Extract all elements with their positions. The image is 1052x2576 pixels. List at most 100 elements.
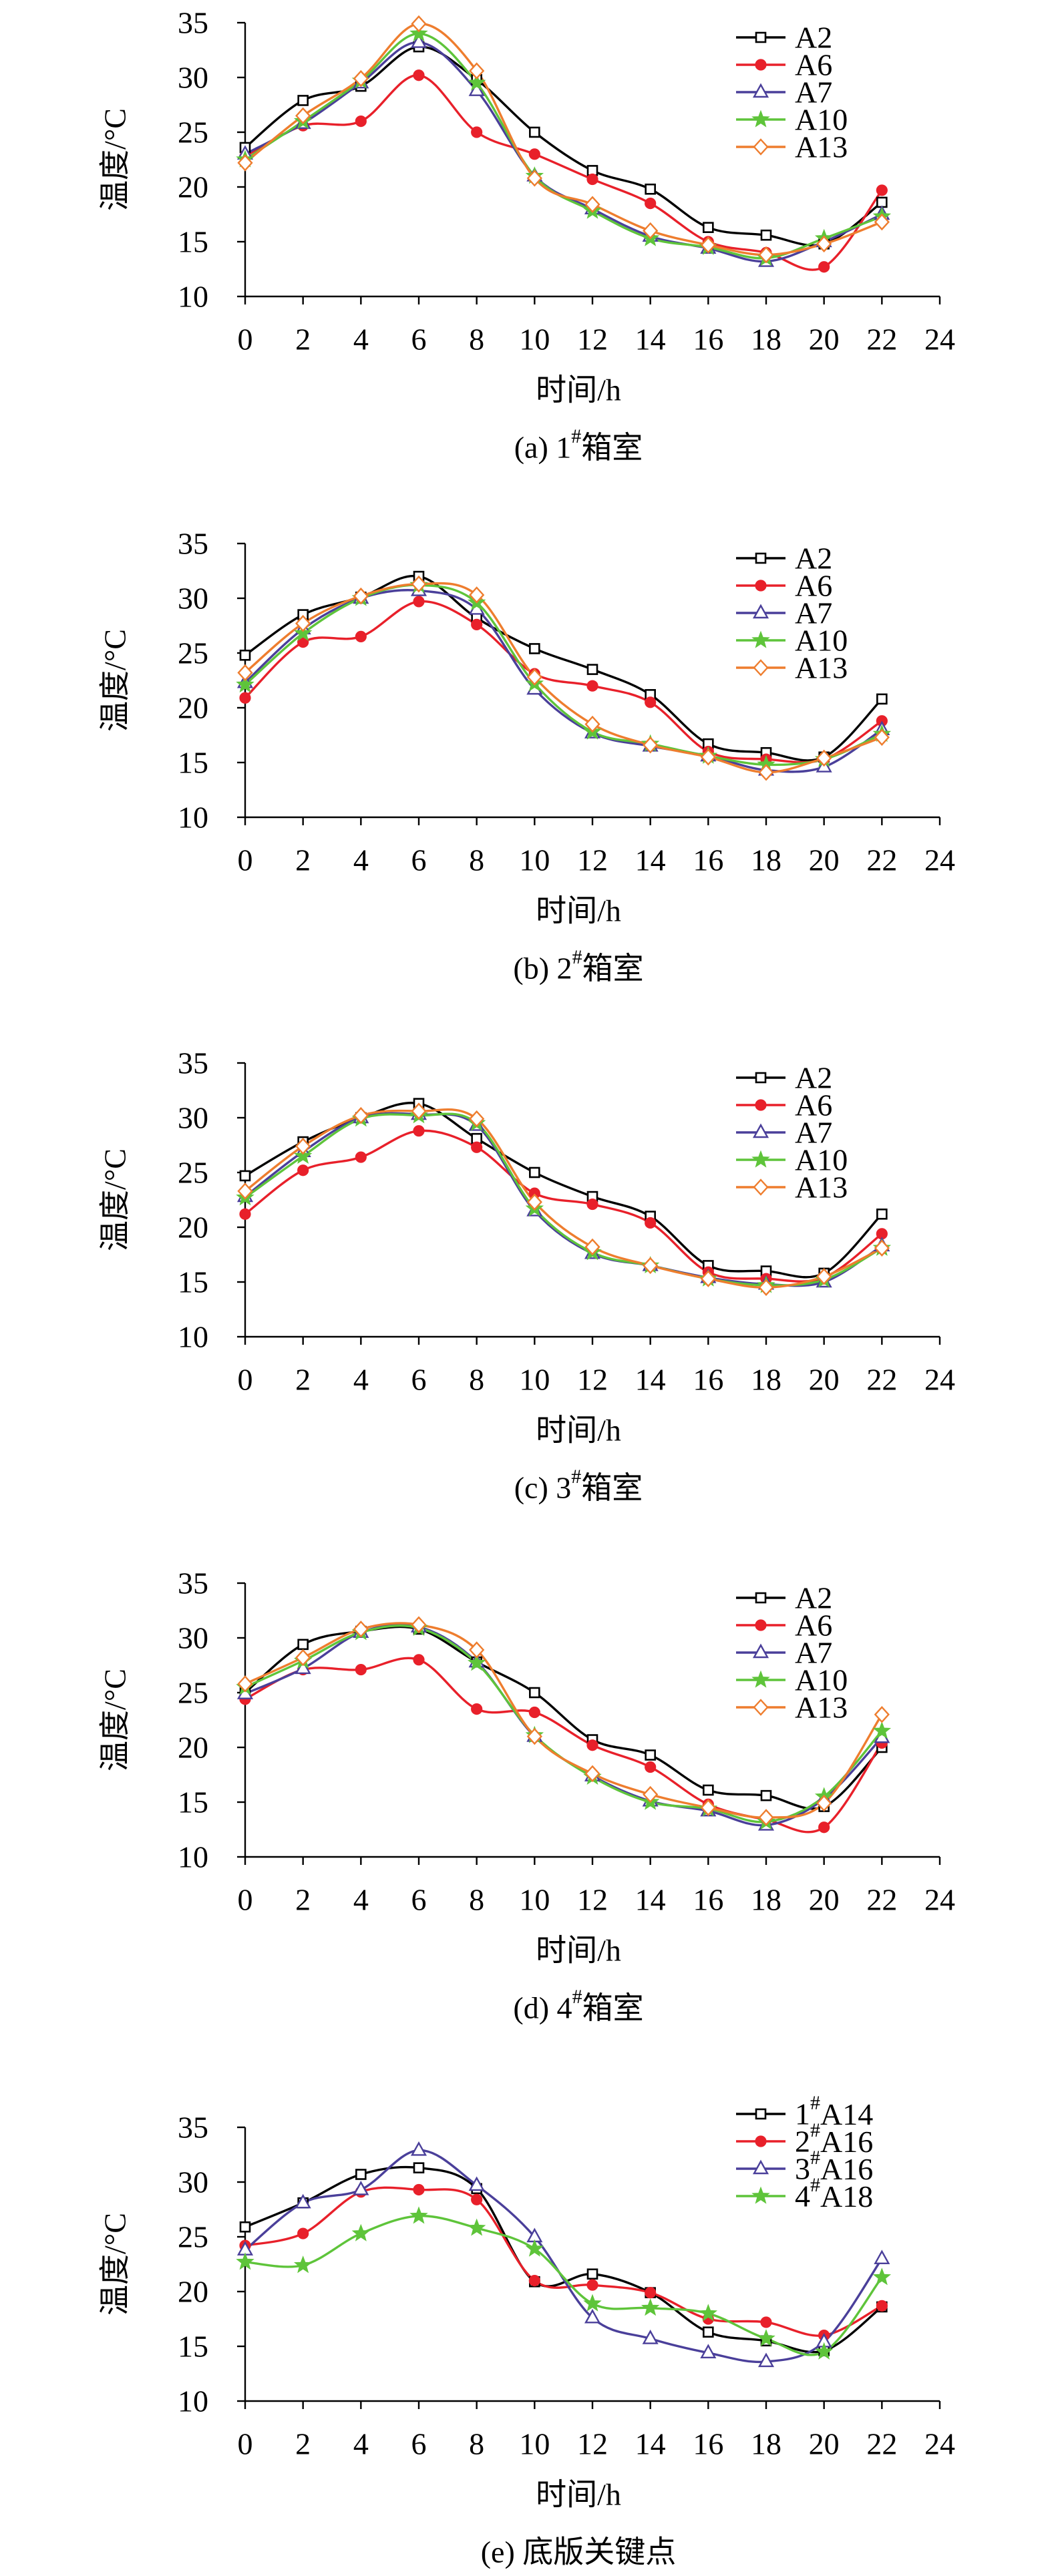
chart-d-x-tick-label-2: 2 [295,1883,311,1917]
chart-a-a13-point-14h [643,222,659,240]
chart-e-legend-marker-3a16 [752,2159,769,2175]
chart-b-x-tick-label-0: 0 [238,843,253,877]
chart-a-a13-point-20h [816,235,832,253]
chart-a-a13-point-12h [584,196,600,214]
chart-a-a13-point-2h [295,107,311,125]
chart-a-x-tick-label-2: 2 [295,323,311,357]
chart-b-legend-item-a7: A7 [736,596,832,630]
chart-d-legend-label-a2: A2 [795,1581,832,1615]
chart-c-y-tick-label-35: 35 [178,1046,208,1080]
chart-e-3a16-point-14h [642,2330,659,2344]
chart-d-a6-point-14h [645,1761,657,1773]
chart-c-x-tick-label-8: 8 [469,1363,484,1397]
chart-b-x-tick-label-6: 6 [411,843,427,877]
chart-d-legend-marker-a13 [753,1699,769,1716]
chart-e-4a18-point-8h [467,2218,486,2236]
chart-d-a13-point-14h [643,1785,659,1803]
chart-d-x-tick-label-6: 6 [411,1883,427,1917]
chart-c-a6-point-14h [645,1217,657,1229]
chart-d-x-tick-label-18: 18 [751,1883,781,1917]
chart-d-legend-item-a6: A6 [736,1608,832,1643]
chart-d-a10-point-22h [872,1721,892,1739]
chart-b-a6-point-6h [413,596,425,608]
chart-b-a2-point-10h [529,643,540,654]
chart-e-y-tick-label-35: 35 [178,2111,208,2145]
chart-c-legend-item-a6: A6 [736,1088,832,1122]
chart-d-y-tick-label-35: 35 [178,1566,208,1600]
chart-d-legend-item-a10: A10 [736,1663,848,1697]
chart-d-a7-point-2h [295,1659,311,1675]
chart-a-a13-point-10h [526,170,542,187]
chart-c-x-tick-label-20: 20 [809,1363,840,1397]
chart-b-x-tick-label-20: 20 [809,843,840,877]
chart-e-3a16-point-8h [468,2176,485,2191]
chart-e-legend-marker-1a14 [755,2108,767,2120]
chart-e-series-3a16-points [236,2141,890,2368]
chart-a-legend-marker-a2 [755,31,767,43]
chart-e-y-tick-label-30: 30 [178,2165,208,2199]
chart-b-legend-marker-a13 [753,659,769,676]
chart-c-x-tick-label-4: 4 [353,1363,369,1397]
chart-c-legend-marker-a10 [751,1150,770,1168]
chart-e-x-tick-label-6: 6 [411,2427,427,2461]
chart-b-x-tick-label-10: 10 [519,843,550,877]
chart-e-4a18-point-16h [699,2304,718,2322]
chart-e-2a16-point-12h [586,2279,598,2291]
chart-a-x-tick-label-14: 14 [635,323,666,357]
chart-e-1a14-point-0h [239,2221,251,2233]
chart-c-x-tick-label-12: 12 [577,1363,608,1397]
chart-d-legend-marker-a6 [755,1619,767,1631]
chart-a-a10-point-6h [409,23,428,42]
chart-c-a6-point-12h [586,1198,598,1211]
chart-c-y-tick-label-25: 25 [178,1156,208,1190]
chart-d-a13-point-22h [874,1706,890,1723]
chart-e-2a16-point-8h [471,2193,483,2205]
chart-d-series-a13-points [237,1616,890,1826]
chart-c-y-tick-label-15: 15 [178,1265,208,1299]
chart-a-legend-item-a6: A6 [736,48,832,82]
chart-b-y-tick-label-30: 30 [178,582,208,616]
chart-e-x-tick-label-18: 18 [751,2427,781,2461]
chart-b-a2-point-22h [876,693,888,705]
chart-d-a6-point-6h [413,1654,425,1666]
chart-a-legend-label-a6: A6 [795,48,832,82]
chart-c-x-tick-label-0: 0 [238,1363,253,1397]
chart-e-legend-label-1a14: 1#A14 [795,2092,873,2131]
chart-a-x-tick-label-10: 10 [519,323,550,357]
chart-b-a13-point-12h [584,715,600,733]
chart-c-x-tick-label-24: 24 [924,1363,955,1397]
chart-a-a2-point-2h [297,95,309,106]
chart-e-x-tick-label-8: 8 [469,2427,484,2461]
chart-d-legend-marker-a2 [755,1592,767,1604]
chart-e-3a16-point-18h [757,2352,775,2368]
chart-d-a6-point-20h [818,1821,830,1834]
chart-e-caption: (e) 底版关键点 [481,2535,677,2569]
chart-e-legend-item-1a14: 1#A14 [736,2092,873,2131]
chart-c-a13-point-0h [237,1183,253,1200]
chart-b-a13-point-8h [469,586,485,604]
chart-b-x-tick-label-24: 24 [924,843,955,877]
chart-e-4a18-point-2h [293,2256,313,2274]
chart-a-y-tick-label-35: 35 [178,6,208,40]
chart-a-a13-point-8h [469,62,485,79]
chart-a-legend-marker-a10 [751,110,770,128]
chart-e-legend-label-3a16: 3#A16 [795,2147,873,2186]
chart-d-legend-label-a6: A6 [795,1608,832,1643]
chart-a-y-tick-label-10: 10 [178,280,208,314]
chart-a-a6-point-10h [528,148,540,160]
chart-a-legend-item-a7: A7 [736,75,832,110]
chart-e-2a16-point-10h [528,2275,540,2287]
chart-d-x-tick-label-16: 16 [693,1883,723,1917]
chart-d-x-tick-label-4: 4 [353,1883,369,1917]
chart-d-legend-label-a13: A13 [795,1691,848,1725]
chart-e-legend-item-2a16: 2#A16 [736,2119,873,2159]
chart-d-legend-item-a7: A7 [736,1636,832,1670]
chart-e-2a16-point-18h [760,2316,772,2328]
chart-e-legend-marker-2a16 [755,2135,767,2147]
chart-c-a13-point-2h [295,1137,311,1155]
